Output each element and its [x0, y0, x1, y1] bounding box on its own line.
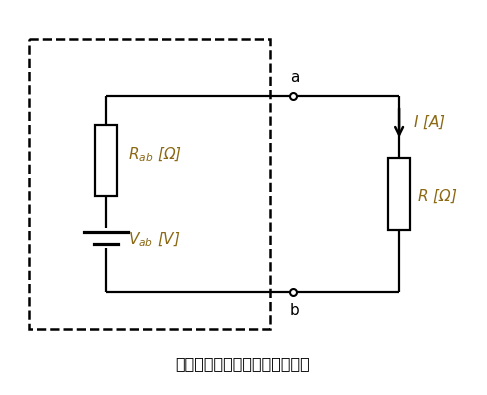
Text: $R_{ab}$ [Ω]: $R_{ab}$ [Ω] [128, 146, 182, 164]
Text: $R$ [Ω]: $R$ [Ω] [417, 187, 457, 205]
Text: b: b [290, 303, 300, 318]
Bar [95, 124, 117, 196]
Bar [388, 158, 410, 230]
Text: $I$ [A]: $I$ [A] [413, 114, 446, 131]
Text: 【テブナンの定理の等価回路】: 【テブナンの定理の等価回路】 [176, 356, 310, 371]
Bar [29, 39, 270, 329]
Text: a: a [290, 70, 300, 85]
Text: $V_{ab}$ [V]: $V_{ab}$ [V] [128, 231, 180, 249]
